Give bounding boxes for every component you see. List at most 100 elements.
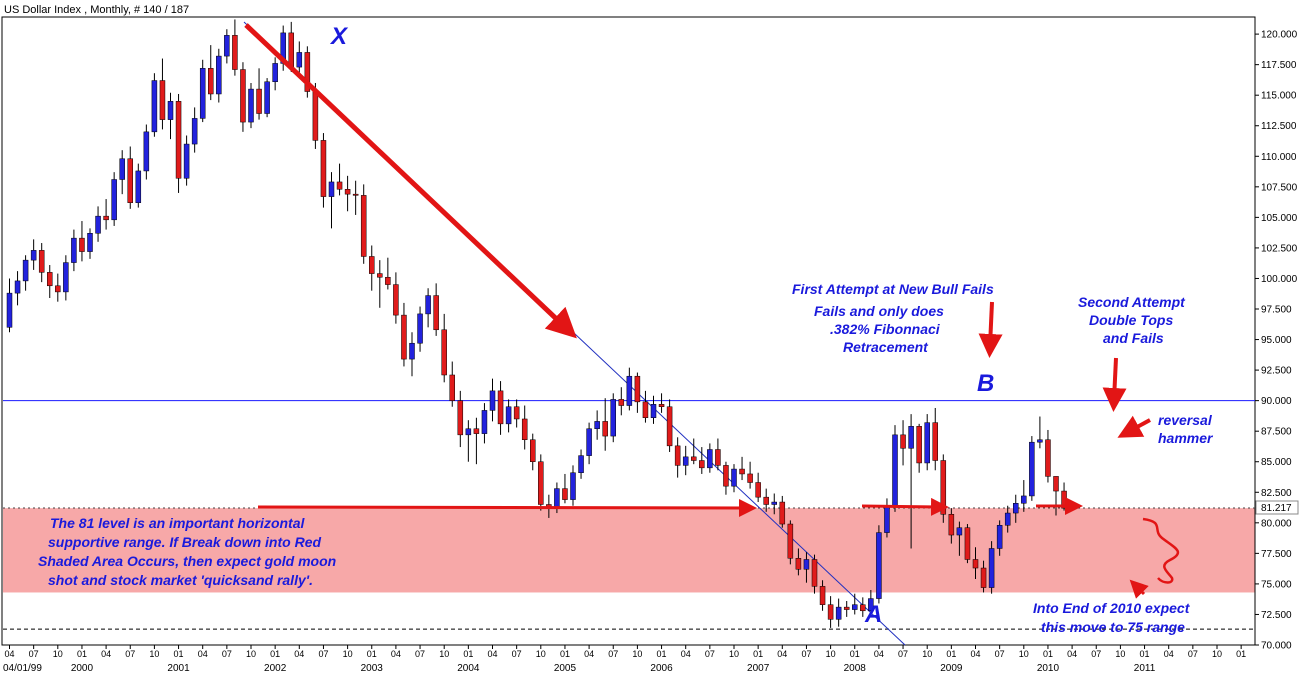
candle: [611, 393, 616, 442]
candle-body: [1029, 442, 1034, 496]
price-tick-label: 115.000: [1261, 91, 1297, 102]
year-label: 2010: [1037, 663, 1060, 674]
candle-body: [514, 407, 519, 419]
month-tick-label: 07: [1188, 649, 1198, 659]
first-attempt-title: First Attempt at New Bull Fails: [792, 281, 994, 297]
candle-body: [844, 607, 849, 609]
candle-body: [683, 457, 688, 466]
candle-body: [216, 56, 221, 94]
candle-body: [933, 423, 938, 461]
candle: [538, 454, 543, 510]
candle-body: [160, 81, 165, 120]
candle-body: [96, 216, 101, 233]
level-note-line-3: Shaded Area Occurs, then expect gold moo…: [38, 553, 336, 569]
candle-body: [353, 194, 358, 195]
candle-body: [611, 399, 616, 436]
candle-body: [981, 568, 986, 588]
month-tick-label: 04: [777, 649, 787, 659]
forecast-line-1: Into End of 2010 expect: [1033, 600, 1191, 616]
candle: [176, 94, 181, 193]
price-tick-label: 70.000: [1261, 641, 1292, 652]
candle-body: [748, 474, 753, 483]
month-tick-label: 01: [77, 649, 87, 659]
month-tick-label: 04: [1067, 649, 1077, 659]
candle-body: [740, 469, 745, 474]
year-label: 2004: [457, 663, 480, 674]
candle-body: [208, 68, 213, 94]
candle: [249, 83, 254, 128]
fib-line-1: Fails and only does: [814, 303, 944, 319]
month-tick-label: 10: [632, 649, 642, 659]
candle-body: [554, 489, 559, 507]
candle-body: [329, 182, 334, 197]
candle-body: [498, 391, 503, 424]
price-tick-label: 100.000: [1261, 274, 1298, 285]
month-tick-label: 10: [246, 649, 256, 659]
month-tick-label: 10: [922, 649, 932, 659]
candle-body: [128, 159, 133, 203]
level-note-line-2: supportive range. If Break down into Red: [48, 534, 321, 550]
month-tick-label: 10: [1212, 649, 1222, 659]
candle-body: [780, 502, 785, 524]
price-tick-label: 112.500: [1261, 121, 1297, 132]
candle-body: [538, 462, 543, 505]
candle-body: [249, 89, 254, 122]
month-tick-label: 04: [4, 649, 14, 659]
candle-body: [482, 410, 487, 433]
candle-body: [732, 469, 737, 486]
candle-body: [31, 250, 36, 260]
candle-body: [458, 401, 463, 435]
candle-body: [466, 429, 471, 435]
candle-body: [917, 426, 922, 463]
month-tick-label: 01: [560, 649, 570, 659]
year-label: 2005: [554, 663, 577, 674]
candle-body: [603, 421, 608, 436]
candle-body: [506, 407, 511, 424]
candle-body: [7, 293, 12, 327]
price-tick-label: 80.000: [1261, 518, 1292, 529]
price-tick-label: 97.500: [1261, 305, 1292, 316]
price-tick-label: 102.500: [1261, 243, 1298, 254]
month-tick-label: 04: [1164, 649, 1174, 659]
candle-body: [715, 450, 720, 466]
candle-body: [345, 189, 350, 194]
candle-body: [796, 558, 801, 569]
month-tick-label: 01: [1236, 649, 1246, 659]
month-tick-label: 01: [1043, 649, 1053, 659]
month-tick-label: 01: [850, 649, 860, 659]
candle-body: [410, 343, 415, 359]
candle-body: [176, 101, 181, 178]
candle-body: [120, 159, 125, 180]
candle-body: [321, 140, 326, 196]
candle-body: [820, 586, 825, 604]
candle-body: [901, 435, 906, 448]
candle-body: [989, 548, 994, 587]
candle-body: [667, 407, 672, 446]
month-tick-label: 01: [270, 649, 280, 659]
month-tick-label: 10: [536, 649, 546, 659]
candle-body: [699, 461, 704, 468]
month-tick-label: 07: [995, 649, 1005, 659]
month-tick-label: 01: [753, 649, 763, 659]
month-tick-label: 01: [367, 649, 377, 659]
year-label: 2009: [940, 663, 963, 674]
month-tick-label: 04: [681, 649, 691, 659]
month-tick-label: 10: [343, 649, 353, 659]
price-tick-label: 117.500: [1261, 60, 1297, 71]
chart-title: US Dollar Index , Monthly, # 140 / 187: [4, 4, 189, 16]
candle-body: [39, 250, 44, 272]
year-label: 2003: [361, 663, 384, 674]
candle: [240, 62, 245, 132]
month-tick-label: 07: [222, 649, 232, 659]
second-attempt-line-2: Double Tops: [1089, 312, 1173, 328]
candle-body: [79, 238, 84, 251]
start-date-label: 04/01/99: [3, 663, 42, 674]
candle: [1029, 436, 1034, 501]
candle-body: [619, 399, 624, 405]
candle: [965, 524, 970, 563]
candle-body: [15, 281, 20, 293]
month-tick-label: 10: [439, 649, 449, 659]
month-tick-label: 01: [1140, 649, 1150, 659]
candle-body: [756, 483, 761, 498]
